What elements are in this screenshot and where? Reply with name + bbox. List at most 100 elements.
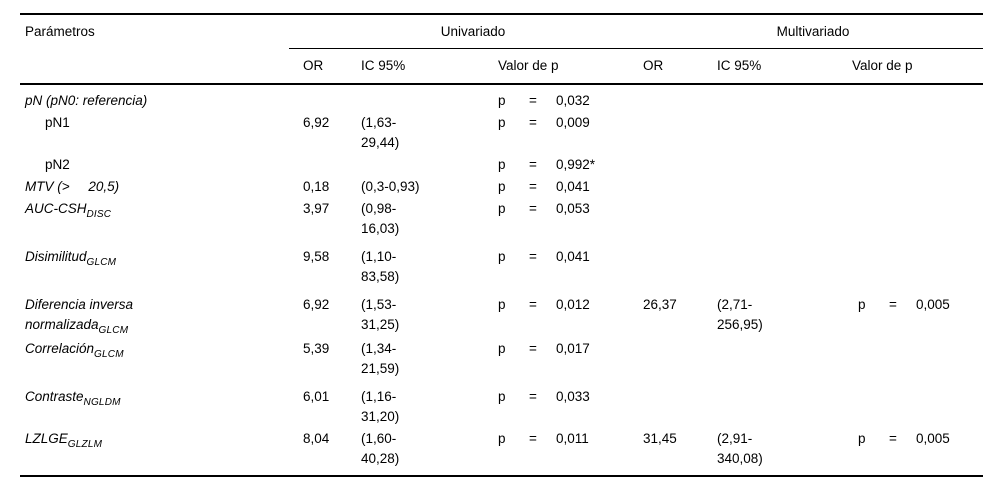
uni-ic-cell: [361, 155, 498, 175]
column-header-uni-ic: IC 95%: [361, 58, 406, 73]
results-table: Parámetros Univariado Multivariado OR IC…: [20, 13, 983, 477]
param-text: pN2: [45, 157, 70, 172]
param-cell: DisimilitudGLCM: [20, 247, 303, 287]
table-row: ContrasteNGLDM 6,01 (1,16- 31,20) p = 0,033: [20, 380, 983, 428]
p-label: p: [498, 249, 506, 264]
multi-or-cell: [643, 113, 717, 153]
multi-ic-cell: [717, 177, 852, 197]
equals-sign: =: [529, 249, 537, 264]
table-row: DisimilitudGLCM 9,58 (1,10- 83,58) p = 0,04…: [20, 240, 983, 288]
multi-or-cell: 31,45: [643, 431, 677, 446]
table-row: pN2 p = 0,992*: [20, 154, 983, 176]
table-row: MTV (> 20,5) 0,18 (0,3-0,93) p = 0,041: [20, 176, 983, 198]
column-header-uni-p: Valor de p: [498, 58, 559, 73]
equals-sign: =: [889, 297, 897, 312]
multi-ic-cell: [717, 247, 852, 287]
p-value: 0,011: [556, 431, 589, 446]
column-group-univariado: Univariado: [289, 15, 643, 49]
table-row: LZLGEGLZLM 8,04 (1,60- 40,28) p = 0,011 31,…: [20, 428, 983, 470]
p-value: 0,992*: [556, 157, 596, 172]
param-cell: pN1: [20, 113, 303, 153]
table-row: CorrelaciónGLCM 5,39 (1,34- 21,59) p = 0,01…: [20, 338, 983, 380]
uni-p-cell: p = 0,011: [498, 429, 643, 469]
multi-p-cell: [852, 177, 983, 197]
p-label: p: [858, 297, 866, 312]
param-text: Contraste: [25, 389, 84, 404]
multi-or-cell: 26,37: [643, 297, 677, 312]
equals-sign: =: [529, 157, 537, 172]
param-text: pN1: [45, 115, 70, 130]
p-value: 0,017: [556, 341, 590, 356]
p-label: p: [498, 93, 506, 108]
table-header-groups: Parámetros Univariado Multivariado: [20, 15, 983, 49]
p-label: p: [498, 157, 506, 172]
multi-or-cell: [643, 247, 717, 287]
p-value: 0,041: [556, 179, 590, 194]
param-text: Disimilitud: [25, 249, 87, 264]
column-header-parametros: Parámetros: [25, 24, 95, 39]
equals-sign: =: [529, 179, 537, 194]
multi-p-cell: [852, 199, 983, 239]
uni-ic-cell: (1,60- 40,28): [361, 431, 400, 466]
param-cell: AUC-CSHDISC: [20, 199, 303, 239]
uni-p-cell: p = 0,053: [498, 199, 643, 239]
p-label: p: [498, 115, 506, 130]
multi-ic-cell: [717, 91, 852, 111]
equals-sign: =: [529, 341, 537, 356]
p-value: 0,041: [556, 249, 590, 264]
uni-p-cell: p = 0,012: [498, 295, 643, 337]
table-row: pN (pN0: referencia) p = 0,032: [20, 90, 983, 112]
multi-ic-cell: [717, 113, 852, 153]
uni-p-cell: p = 0,041: [498, 247, 643, 287]
uni-or-cell: 3,97: [303, 201, 330, 216]
param-subscript: GLCM: [98, 324, 129, 336]
multi-or-cell: [643, 339, 717, 379]
multi-or-cell: [643, 91, 717, 111]
p-value: 0,033: [556, 389, 590, 404]
p-value: 0,053: [556, 201, 590, 216]
multi-p-cell: [852, 155, 983, 175]
uni-ic-cell: (1,53- 31,25): [361, 297, 400, 332]
column-header-multi-ic: IC 95%: [717, 58, 762, 73]
uni-ic-cell: (0,3-0,93): [361, 179, 420, 194]
uni-p-cell: p = 0,009: [498, 113, 643, 153]
uni-p-cell: p = 0,017: [498, 339, 643, 379]
param-subscript: GLCM: [94, 348, 124, 360]
uni-p-cell: p = 0,992*: [498, 155, 643, 175]
p-label: p: [498, 179, 506, 194]
multi-or-cell: [643, 387, 717, 427]
p-value: 0,005: [916, 297, 950, 312]
column-header-empty: [20, 49, 303, 83]
column-header-uni-or: OR: [303, 58, 324, 73]
table-row: Diferencia inversa normalizadaGLCM 6,92 (…: [20, 288, 983, 338]
equals-sign: =: [529, 115, 537, 130]
multi-p-cell: [852, 339, 983, 379]
uni-p-cell: p = 0,033: [498, 387, 643, 427]
multi-ic-cell: (2,91- 340,08): [717, 431, 763, 466]
equals-sign: =: [529, 297, 537, 312]
p-value: 0,005: [916, 431, 950, 446]
multi-p-cell: [852, 113, 983, 153]
p-value: 0,012: [556, 297, 590, 312]
param-cell: LZLGEGLZLM: [20, 429, 303, 469]
multi-ic-cell: [717, 155, 852, 175]
uni-ic-cell: (1,63- 29,44): [361, 115, 400, 150]
param-text: Correlación: [25, 341, 95, 356]
param-subscript: GLCM: [86, 256, 117, 268]
column-header-multi-p: Valor de p: [852, 58, 913, 73]
param-text: normalizada: [25, 317, 99, 332]
param-subscript: DISC: [86, 208, 112, 220]
uni-ic-cell: (1,10- 83,58): [361, 249, 400, 284]
equals-sign: =: [529, 201, 537, 216]
table-body: pN (pN0: referencia) p = 0,032 pN1 6,92 (1…: [20, 85, 983, 475]
p-label: p: [498, 201, 506, 216]
column-group-multivariado: Multivariado: [643, 15, 983, 49]
equals-sign: =: [529, 431, 537, 446]
multi-ic-cell: [717, 199, 852, 239]
uni-or-cell: [303, 91, 361, 111]
p-label: p: [498, 341, 506, 356]
table-row: pN1 6,92 (1,63- 29,44) p = 0,009: [20, 112, 983, 154]
multi-p-cell: [852, 91, 983, 111]
uni-or-cell: 0,18: [303, 179, 330, 194]
equals-sign: =: [529, 389, 537, 404]
